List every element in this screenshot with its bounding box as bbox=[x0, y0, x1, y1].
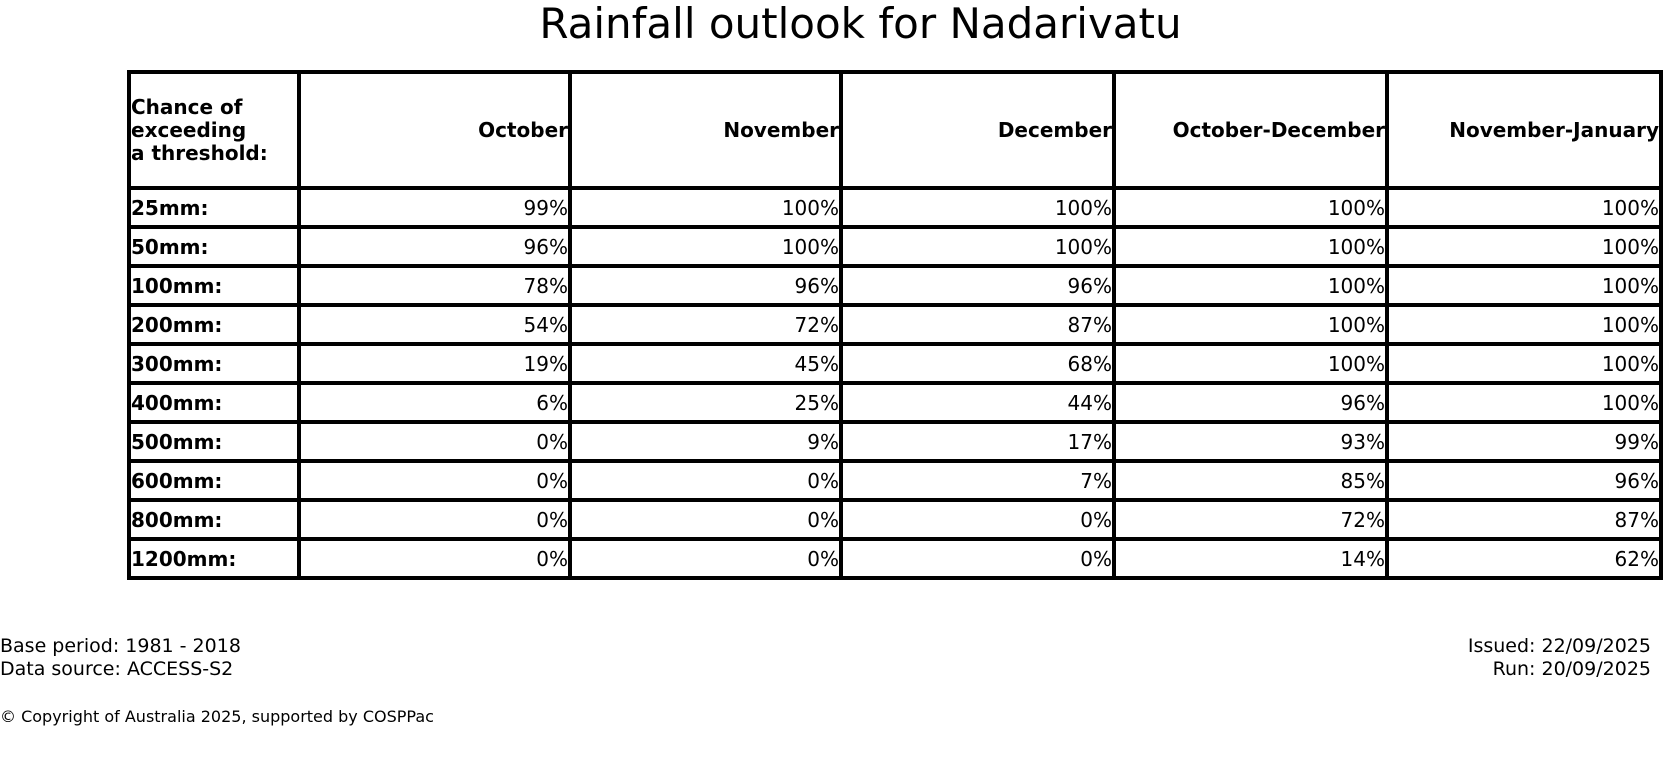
row-label: 25mm: bbox=[127, 186, 301, 229]
cell-value: 100% bbox=[1385, 264, 1663, 307]
cell-value: 100% bbox=[1385, 381, 1663, 424]
cell-value: 0% bbox=[839, 498, 1116, 541]
copyright-text: © Copyright of Australia 2025, supported… bbox=[0, 707, 434, 726]
probability-table: Chance of exceeding a threshold: October… bbox=[127, 70, 1663, 580]
cell-value: 100% bbox=[1385, 303, 1663, 346]
cell-value: 62% bbox=[1385, 537, 1663, 580]
cell-value: 99% bbox=[1385, 420, 1663, 463]
data-source-text: Data source: ACCESS-S2 bbox=[0, 658, 234, 680]
cell-value: 100% bbox=[839, 225, 1116, 268]
cell-value: 100% bbox=[568, 225, 843, 268]
cell-value: 100% bbox=[1112, 225, 1389, 268]
cell-value: 87% bbox=[839, 303, 1116, 346]
cell-value: 0% bbox=[297, 498, 572, 541]
footer-left-block: Base period: 1981 - 2018 Data source: AC… bbox=[0, 635, 241, 681]
cell-value: 0% bbox=[568, 459, 843, 502]
cell-value: 9% bbox=[568, 420, 843, 463]
cell-value: 96% bbox=[839, 264, 1116, 307]
cell-value: 96% bbox=[297, 225, 572, 268]
row-label: 50mm: bbox=[127, 225, 301, 268]
cell-value: 99% bbox=[297, 186, 572, 229]
rainfall-outlook-table: Chance of exceeding a threshold: October… bbox=[127, 70, 1663, 580]
row-label: 600mm: bbox=[127, 459, 301, 502]
table-row-25mm: 25mm: 99% 100% 100% 100% 100% bbox=[127, 186, 1663, 229]
cell-value: 7% bbox=[839, 459, 1116, 502]
cell-value: 17% bbox=[839, 420, 1116, 463]
cell-value: 0% bbox=[297, 537, 572, 580]
cell-value: 100% bbox=[839, 186, 1116, 229]
cell-value: 100% bbox=[1112, 186, 1389, 229]
cell-value: 96% bbox=[568, 264, 843, 307]
row-label: 800mm: bbox=[127, 498, 301, 541]
cell-value: 78% bbox=[297, 264, 572, 307]
table-row-200mm: 200mm: 54% 72% 87% 100% 100% bbox=[127, 303, 1663, 346]
cell-value: 85% bbox=[1112, 459, 1389, 502]
table-row-50mm: 50mm: 96% 100% 100% 100% 100% bbox=[127, 225, 1663, 268]
cell-value: 100% bbox=[1112, 342, 1389, 385]
cell-value: 0% bbox=[568, 498, 843, 541]
row-label: 300mm: bbox=[127, 342, 301, 385]
cell-value: 0% bbox=[839, 537, 1116, 580]
row-label: 200mm: bbox=[127, 303, 301, 346]
cell-value: 14% bbox=[1112, 537, 1389, 580]
cell-value: 87% bbox=[1385, 498, 1663, 541]
table-row-800mm: 800mm: 0% 0% 0% 72% 87% bbox=[127, 498, 1663, 541]
column-header-november-january: November-January bbox=[1385, 70, 1663, 190]
cell-value: 72% bbox=[568, 303, 843, 346]
cell-value: 45% bbox=[568, 342, 843, 385]
row-label: 400mm: bbox=[127, 381, 301, 424]
cell-value: 25% bbox=[568, 381, 843, 424]
table-row-1200mm: 1200mm: 0% 0% 0% 14% 62% bbox=[127, 537, 1663, 580]
table-row-100mm: 100mm: 78% 96% 96% 100% 100% bbox=[127, 264, 1663, 307]
page-title: Rainfall outlook for Nadarivatu bbox=[539, 0, 1182, 48]
row-label: 500mm: bbox=[127, 420, 301, 463]
cell-value: 6% bbox=[297, 381, 572, 424]
run-date-text: Run: 20/09/2025 bbox=[1492, 658, 1651, 680]
cell-value: 96% bbox=[1385, 459, 1663, 502]
cell-value: 0% bbox=[297, 420, 572, 463]
table-row-400mm: 400mm: 6% 25% 44% 96% 100% bbox=[127, 381, 1663, 424]
cell-value: 96% bbox=[1112, 381, 1389, 424]
cell-value: 100% bbox=[1385, 186, 1663, 229]
cell-value: 100% bbox=[1385, 342, 1663, 385]
cell-value: 72% bbox=[1112, 498, 1389, 541]
issued-date-text: Issued: 22/09/2025 bbox=[1467, 635, 1651, 657]
table-row-300mm: 300mm: 19% 45% 68% 100% 100% bbox=[127, 342, 1663, 385]
cell-value: 100% bbox=[568, 186, 843, 229]
cell-value: 100% bbox=[1112, 303, 1389, 346]
cell-value: 44% bbox=[839, 381, 1116, 424]
column-header-november: November bbox=[568, 70, 843, 190]
column-header-october-december: October-December bbox=[1112, 70, 1389, 190]
column-header-october: October bbox=[297, 70, 572, 190]
column-header-threshold: Chance of exceeding a threshold: bbox=[127, 70, 301, 190]
table-row-600mm: 600mm: 0% 0% 7% 85% 96% bbox=[127, 459, 1663, 502]
cell-value: 100% bbox=[1385, 225, 1663, 268]
table-header-row: Chance of exceeding a threshold: October… bbox=[127, 70, 1663, 190]
table-row-500mm: 500mm: 0% 9% 17% 93% 99% bbox=[127, 420, 1663, 463]
cell-value: 54% bbox=[297, 303, 572, 346]
cell-value: 0% bbox=[297, 459, 572, 502]
base-period-text: Base period: 1981 - 2018 bbox=[0, 635, 241, 657]
column-header-december: December bbox=[839, 70, 1116, 190]
cell-value: 0% bbox=[568, 537, 843, 580]
cell-value: 19% bbox=[297, 342, 572, 385]
cell-value: 68% bbox=[839, 342, 1116, 385]
footer-right-block: Issued: 22/09/2025 Run: 20/09/2025 bbox=[1468, 635, 1651, 681]
row-label: 1200mm: bbox=[127, 537, 301, 580]
row-label: 100mm: bbox=[127, 264, 301, 307]
cell-value: 93% bbox=[1112, 420, 1389, 463]
cell-value: 100% bbox=[1112, 264, 1389, 307]
